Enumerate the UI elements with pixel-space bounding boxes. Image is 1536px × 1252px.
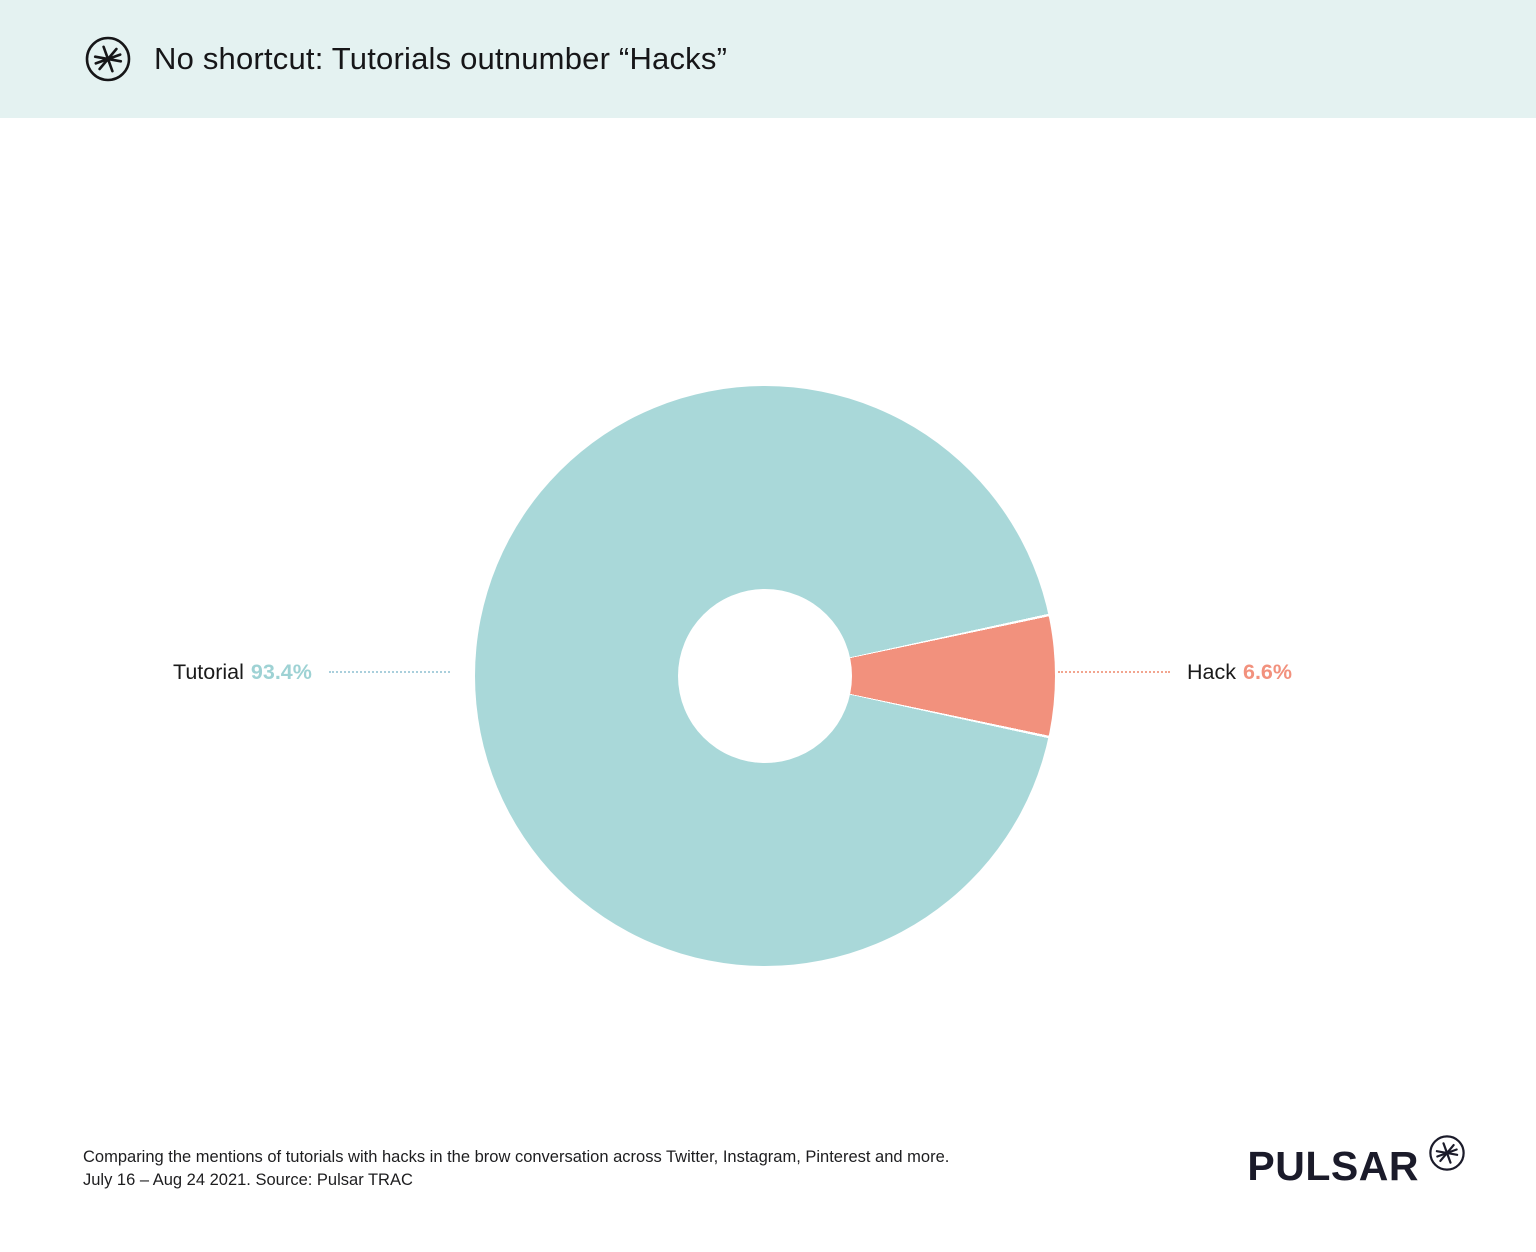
brand-wordmark: PULSAR xyxy=(1247,1143,1419,1189)
footer-caption: Comparing the mentions of tutorials with… xyxy=(83,1146,949,1192)
hack-label: Hack xyxy=(1187,659,1236,684)
hack-value: 6.6% xyxy=(1242,659,1292,684)
tutorial-label: Tutorial xyxy=(173,659,244,684)
pulsar-asterisk-icon xyxy=(1429,1135,1465,1171)
donut-chart-wrap xyxy=(475,386,1055,966)
callout-tutorial: Tutorial 93.4% xyxy=(173,655,450,689)
caption-line-2: July 16 – Aug 24 2021. Source: Pulsar TR… xyxy=(83,1171,413,1189)
tutorial-leader-line xyxy=(328,671,450,673)
hack-leader-line xyxy=(1058,671,1170,673)
pulsar-asterisk-icon xyxy=(85,36,131,82)
header: No shortcut: Tutorials outnumber “Hacks” xyxy=(0,0,1536,118)
callout-hack: Hack 6.6% xyxy=(1058,655,1292,689)
page-title: No shortcut: Tutorials outnumber “Hacks” xyxy=(154,41,728,76)
caption-line-1: Comparing the mentions of tutorials with… xyxy=(83,1148,950,1166)
donut-hole xyxy=(678,589,852,763)
brand: PULSAR xyxy=(1247,1135,1466,1189)
tutorial-value: 93.4% xyxy=(250,659,312,684)
